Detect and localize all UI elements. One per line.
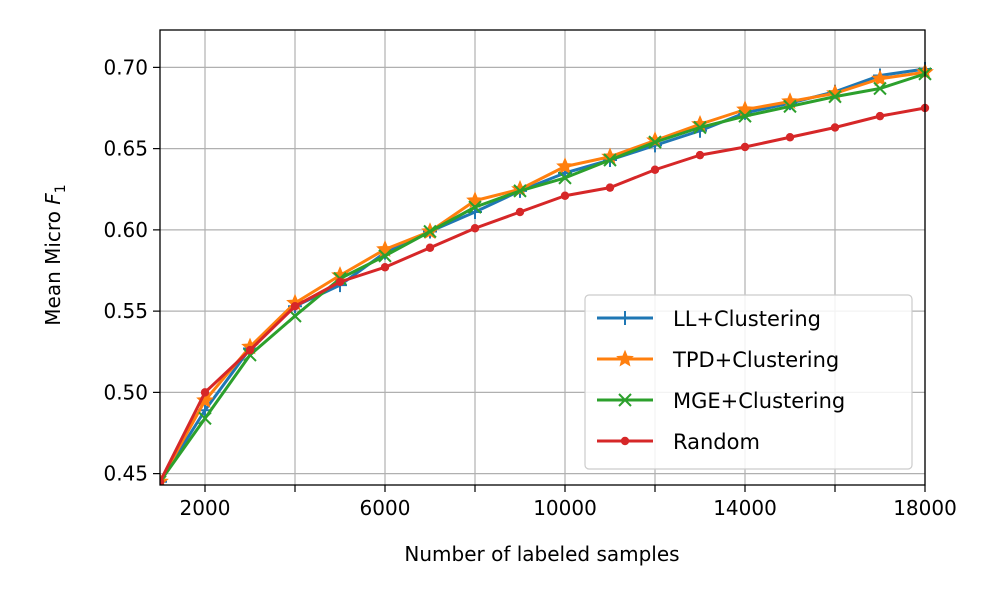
y-tick-label: 0.45	[103, 462, 148, 486]
legend-item-tpd-clustering: TPD+Clustering	[597, 348, 839, 372]
star-marker	[196, 391, 214, 409]
dot-marker	[620, 436, 630, 446]
series-random	[160, 103, 930, 485]
dot-marker	[335, 277, 345, 287]
x-tick-label: 14000	[713, 496, 777, 520]
legend-label: TPD+Clustering	[672, 348, 839, 372]
dot-marker	[650, 165, 660, 174]
x-marker	[873, 81, 887, 96]
y-axis-label-sub: 1	[53, 184, 69, 193]
dot-marker	[515, 207, 525, 217]
legend-label: LL+Clustering	[673, 307, 821, 331]
x-marker	[513, 184, 527, 198]
plot-frame	[159, 29, 926, 486]
dot-marker	[785, 133, 795, 142]
x-marker	[160, 475, 167, 485]
x-marker	[603, 153, 617, 167]
dot-marker	[245, 345, 255, 355]
x-marker	[783, 99, 797, 114]
legend-item-random: Random	[597, 430, 760, 454]
y-axis-label: Mean Micro F1	[41, 184, 69, 325]
dot-marker	[200, 388, 210, 397]
x-tick-label: 2000	[180, 496, 231, 520]
x-tick-label: 18000	[893, 496, 957, 520]
y-tick-label: 0.55	[103, 299, 148, 323]
legend: LL+Clustering TPD+Clustering MGE+Clusterin…	[584, 294, 913, 470]
y-axis-ticks: 0.45 0.50 0.55 0.60 0.65 0.70	[103, 55, 160, 486]
x-tick-label: 10000	[533, 496, 597, 520]
dot-marker	[380, 263, 390, 272]
x-marker	[828, 89, 842, 104]
y-tick-label: 0.70	[103, 55, 148, 79]
dot-marker	[560, 191, 570, 200]
series-line	[160, 72, 926, 483]
x-marker	[558, 171, 572, 185]
x-marker	[618, 393, 632, 407]
star-marker	[556, 157, 574, 175]
x-axis-ticks: 2000 6000 10000 14000 18000	[180, 485, 957, 520]
dot-marker	[470, 224, 480, 233]
series-line	[160, 106, 926, 483]
plus-marker	[618, 311, 632, 325]
y-tick-label: 0.60	[103, 218, 148, 242]
legend-box	[584, 294, 913, 470]
x-marker	[378, 249, 392, 263]
dot-marker	[740, 142, 750, 152]
x-marker	[423, 224, 437, 239]
y-axis-label-var: F	[41, 193, 65, 205]
dot-marker	[290, 302, 300, 311]
legend-item-mge-clustering: MGE+Clustering	[597, 389, 845, 413]
star-marker	[871, 69, 889, 87]
dot-marker	[830, 123, 840, 132]
y-tick-label: 0.65	[103, 137, 148, 161]
legend-label: Random	[673, 430, 760, 454]
x-marker	[693, 120, 707, 135]
dot-marker	[695, 150, 705, 160]
x-marker	[198, 411, 212, 426]
dot-marker	[160, 477, 165, 485]
dot-marker	[875, 111, 885, 121]
legend-item-ll-clustering: LL+Clustering	[597, 307, 821, 331]
x-axis-label: Number of labeled samples	[404, 542, 679, 566]
legend-label: MGE+Clustering	[673, 389, 845, 413]
x-marker	[738, 109, 752, 123]
y-tick-label: 0.50	[103, 380, 148, 404]
dot-marker	[425, 243, 435, 252]
dot-marker	[605, 183, 615, 192]
y-axis-label-main: Mean Micro	[41, 205, 65, 326]
star-marker	[616, 349, 634, 367]
plot-series	[160, 62, 934, 485]
x-marker	[468, 200, 482, 214]
x-marker	[648, 135, 662, 149]
x-tick-label: 6000	[360, 496, 411, 520]
series-line	[160, 70, 926, 483]
